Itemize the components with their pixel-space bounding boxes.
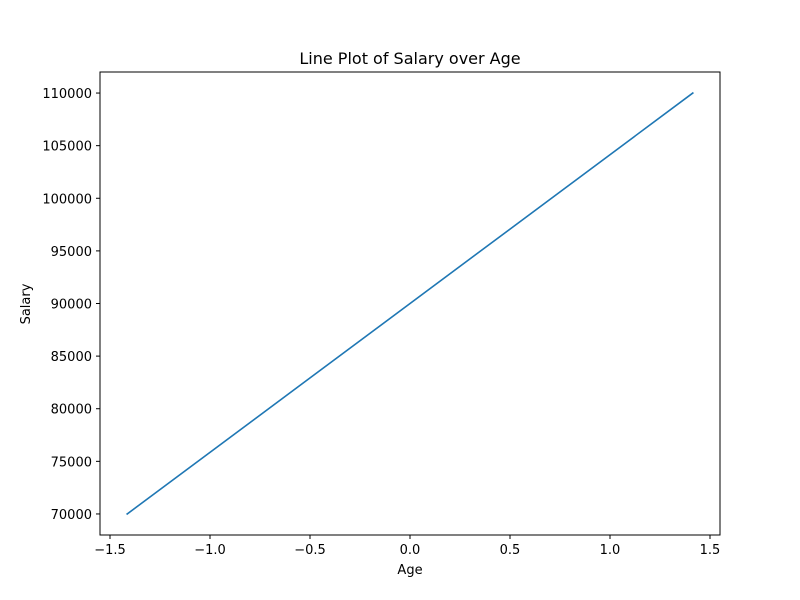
y-tick-label: 90000: [51, 298, 92, 313]
x-axis-label: Age: [397, 563, 422, 578]
y-axis-label: Salary: [19, 283, 34, 324]
x-tick-label: 0.5: [500, 543, 521, 558]
x-tick-label: −1.0: [194, 543, 226, 558]
y-tick-label: 75000: [51, 455, 92, 470]
chart-title: Line Plot of Salary over Age: [299, 49, 520, 68]
y-axis: 70000 75000 80000 85000 90000 95000 100000 1050…: [42, 87, 100, 523]
y-tick-label: 80000: [51, 403, 92, 418]
y-tick-label: 100000: [42, 192, 92, 207]
x-tick-label: 1.5: [700, 543, 721, 558]
y-tick-label: 105000: [42, 140, 92, 155]
x-tick-label: 0.0: [400, 543, 421, 558]
y-tick-label: 95000: [51, 245, 92, 260]
y-tick-label: 110000: [42, 87, 92, 102]
plot-area: [99, 71, 721, 536]
x-tick-label: −1.5: [94, 543, 126, 558]
series-line-0: [126, 91, 694, 516]
y-tick-label: 85000: [51, 350, 92, 365]
x-tick-label: 1.0: [600, 543, 621, 558]
y-tick-label: 70000: [51, 508, 92, 523]
x-tick-label: −0.5: [294, 543, 326, 558]
x-axis: −1.5 −1.0 −0.5 0.0 0.5 1.0 1.5: [94, 535, 720, 558]
